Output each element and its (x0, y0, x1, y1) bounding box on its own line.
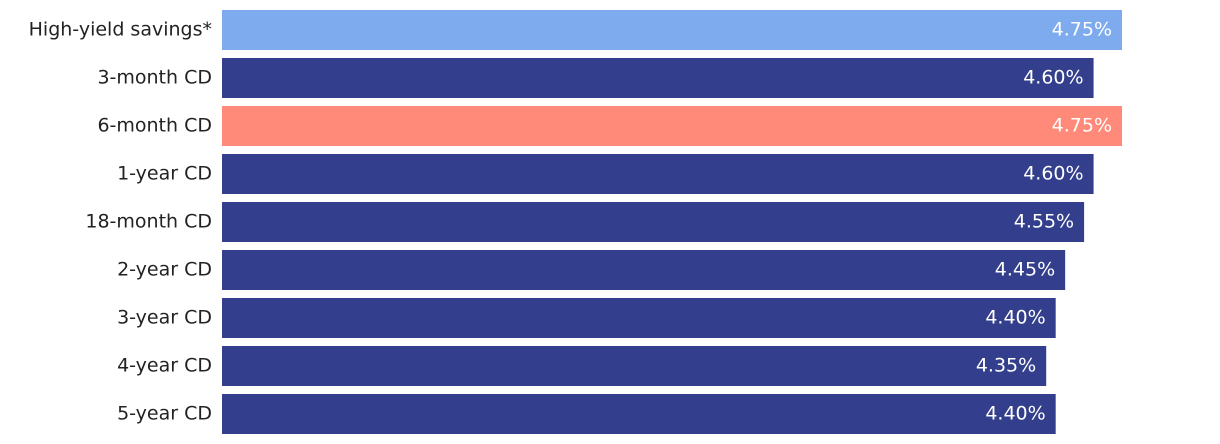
category-label: 1-year CD (117, 163, 212, 185)
category-label: 5-year CD (117, 403, 212, 425)
category-label: 3-month CD (97, 67, 212, 89)
value-label: 4.75% (1052, 115, 1112, 137)
bar (222, 58, 1094, 98)
bar (222, 106, 1122, 146)
value-label: 4.35% (976, 355, 1036, 377)
value-label: 4.40% (985, 307, 1045, 329)
bar (222, 394, 1056, 434)
bar (222, 10, 1122, 50)
bar (222, 250, 1066, 290)
bar (222, 154, 1094, 194)
category-label: High-yield savings* (29, 19, 212, 41)
value-label: 4.60% (1023, 67, 1083, 89)
bar (222, 202, 1085, 242)
value-label: 4.45% (995, 259, 1055, 281)
value-label: 4.40% (985, 403, 1045, 425)
value-label: 4.60% (1023, 163, 1083, 185)
bar (222, 346, 1047, 386)
category-label: 6-month CD (97, 115, 212, 137)
value-label: 4.75% (1052, 19, 1112, 41)
category-label: 4-year CD (117, 355, 212, 377)
category-label: 2-year CD (117, 259, 212, 281)
category-label: 3-year CD (117, 307, 212, 329)
category-label: 18-month CD (85, 211, 212, 233)
value-label: 4.55% (1014, 211, 1074, 233)
bar (222, 298, 1056, 338)
